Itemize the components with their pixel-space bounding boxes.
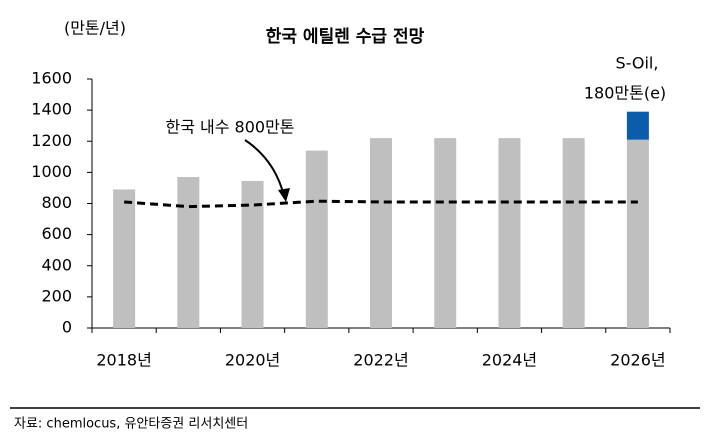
y-tick-label: 1400 (31, 100, 72, 119)
bar (177, 177, 200, 328)
x-tick-label: 2020년 (225, 351, 280, 370)
y-tick-label: 1000 (31, 162, 72, 181)
bar (370, 138, 392, 328)
annotation: 180만톤(e) (584, 84, 666, 103)
bar (305, 150, 328, 328)
arrow-head (278, 188, 290, 202)
bar (562, 138, 585, 328)
y-tick-label: 800 (41, 193, 72, 212)
y-tick-label: 200 (41, 286, 72, 305)
bar (113, 189, 136, 328)
bar (626, 139, 649, 328)
x-tick-label: 2024년 (482, 351, 537, 370)
y-tick-label: 1600 (31, 69, 72, 88)
bar (434, 138, 457, 328)
x-tick-label: 2022년 (353, 351, 408, 370)
y-tick-label: 1200 (31, 131, 72, 150)
chart-title: 한국 에틸렌 수급 전망 (266, 26, 425, 47)
annotation: S-Oil, (616, 54, 659, 73)
bar (498, 138, 521, 328)
bar (626, 111, 649, 140)
y-axis-label: (만톤/년) (64, 19, 126, 38)
line (124, 199, 638, 209)
annotation: 한국 내수 800만톤 (165, 118, 294, 137)
x-tick-label: 2026년 (610, 351, 665, 370)
y-tick-label: 600 (41, 224, 72, 243)
x-tick-label: 2018년 (96, 351, 151, 370)
bar (241, 180, 264, 328)
y-tick-label: 0 (62, 318, 72, 337)
source: 자료: chemlocus, 유안타증권 리서치센터 (14, 417, 248, 432)
y-tick-label: 400 (41, 255, 72, 274)
